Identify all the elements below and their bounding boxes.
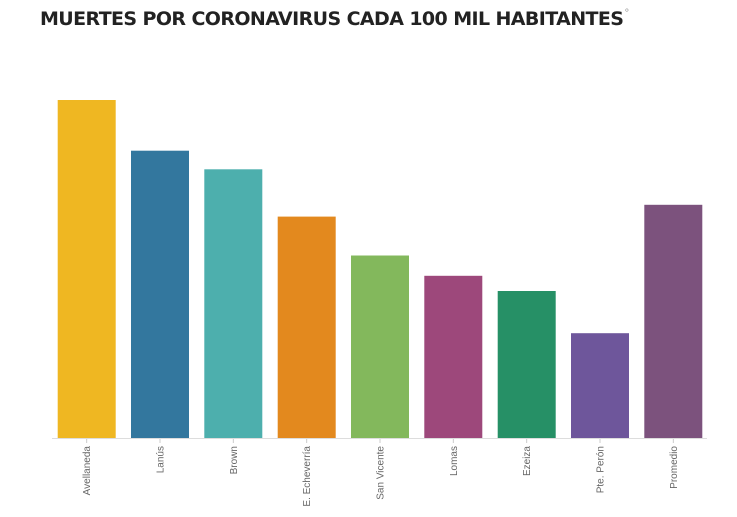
x-label-e-echeverria: E. Echeverría <box>302 446 313 507</box>
x-label-lanus: Lanús <box>156 446 167 473</box>
x-label-ezeiza: Ezeiza <box>522 446 533 476</box>
bar-ezeiza[interactable] <box>497 291 556 438</box>
chart-title-text: MUERTES POR CORONAVIRUS CADA 100 MIL HAB… <box>40 8 624 30</box>
x-label-pte-peron: Pte. Perón <box>596 446 607 493</box>
bar-san-vicente[interactable] <box>351 255 409 439</box>
bar-avellaneda[interactable] <box>57 100 116 438</box>
bar-group <box>57 100 703 439</box>
x-axis-labels: Avellaneda Lanús Brown E. Echeverría San Vic… <box>82 446 680 507</box>
title-mark: ° <box>624 8 629 19</box>
x-label-avellaneda: Avellaneda <box>82 446 93 496</box>
bar-pte-peron[interactable] <box>571 333 629 438</box>
x-label-lomas: Lomas <box>449 446 460 476</box>
x-axis-ticks <box>86 439 674 443</box>
bar-e-echeverria[interactable] <box>277 216 336 438</box>
bar-brown[interactable] <box>204 169 263 439</box>
bar-promedio[interactable] <box>644 204 703 438</box>
x-label-brown: Brown <box>229 446 240 474</box>
bar-lomas[interactable] <box>424 275 483 438</box>
bar-lanus[interactable] <box>131 150 189 438</box>
x-label-san-vicente: San Vicente <box>376 446 387 500</box>
x-label-promedio: Promedio <box>669 446 680 489</box>
chart-title: MUERTES POR CORONAVIRUS CADA 100 MIL HAB… <box>40 8 629 30</box>
